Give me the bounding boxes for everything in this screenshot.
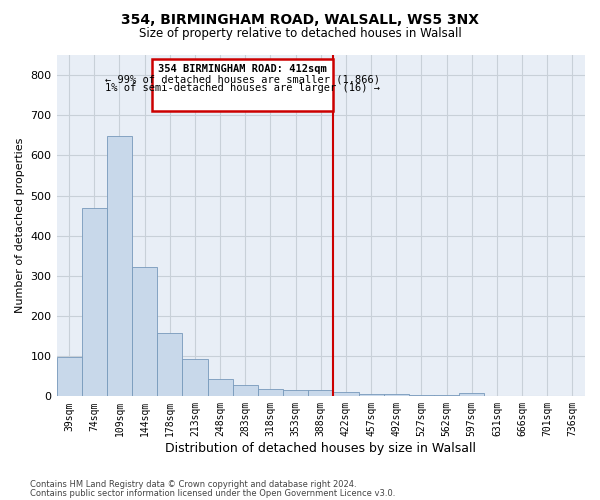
Bar [334, 392, 359, 396]
Text: 1% of semi-detached houses are larger (16) →: 1% of semi-detached houses are larger (1… [105, 83, 380, 93]
Bar [258, 388, 283, 396]
Bar [283, 390, 308, 396]
Text: Size of property relative to detached houses in Walsall: Size of property relative to detached ho… [139, 28, 461, 40]
Text: Contains public sector information licensed under the Open Government Licence v3: Contains public sector information licen… [30, 488, 395, 498]
X-axis label: Distribution of detached houses by size in Walsall: Distribution of detached houses by size … [165, 442, 476, 455]
Bar [182, 359, 208, 397]
Y-axis label: Number of detached properties: Number of detached properties [15, 138, 25, 314]
FancyBboxPatch shape [152, 59, 334, 111]
Bar [132, 266, 157, 396]
Bar [56, 358, 82, 397]
Bar [82, 208, 107, 396]
Bar [233, 385, 258, 396]
Bar [409, 394, 434, 396]
Bar [359, 394, 383, 396]
Bar [308, 390, 334, 396]
Bar [459, 393, 484, 396]
Text: 354, BIRMINGHAM ROAD, WALSALL, WS5 3NX: 354, BIRMINGHAM ROAD, WALSALL, WS5 3NX [121, 12, 479, 26]
Bar [157, 334, 182, 396]
Text: ← 99% of detached houses are smaller (1,866): ← 99% of detached houses are smaller (1,… [105, 74, 380, 85]
Bar [208, 378, 233, 396]
Bar [107, 136, 132, 396]
Bar [383, 394, 409, 396]
Text: Contains HM Land Registry data © Crown copyright and database right 2024.: Contains HM Land Registry data © Crown c… [30, 480, 356, 489]
Bar [434, 395, 459, 396]
Text: 354 BIRMINGHAM ROAD: 412sqm: 354 BIRMINGHAM ROAD: 412sqm [158, 64, 327, 74]
